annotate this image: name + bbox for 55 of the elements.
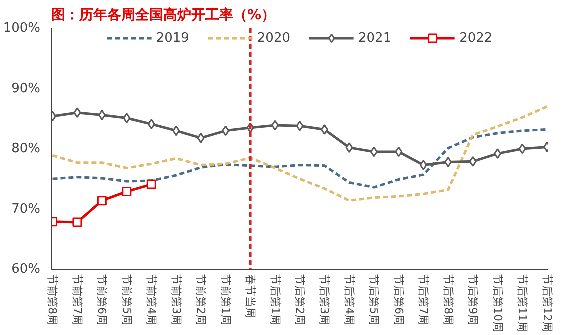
x-tick-label: 节后第6周 [392, 274, 406, 326]
x-tick-label: 节前第2周 [194, 274, 208, 326]
x-tick-label: 节后第5周 [368, 274, 381, 326]
point [320, 124, 328, 135]
point [420, 160, 428, 171]
point [97, 196, 107, 206]
point [370, 146, 378, 158]
x-tick-label: 节后第12周 [540, 274, 554, 332]
y-tick-label: 60% [12, 262, 41, 277]
legend-label: 2020 [257, 30, 290, 46]
line-series [52, 128, 548, 189]
point [172, 126, 180, 136]
point [296, 120, 304, 132]
legend-label: 2022 [460, 30, 493, 46]
point [98, 110, 106, 121]
y-tick-label: 100% [3, 21, 41, 36]
point [346, 142, 354, 154]
x-tick-label: 节后第11周 [516, 274, 530, 332]
line-series [52, 106, 548, 202]
x-tick-label: 节前第6周 [96, 274, 109, 326]
x-tick-label: 春节当周 [244, 274, 258, 318]
x-tick-label: 节后第8周 [442, 274, 455, 326]
point [395, 146, 403, 158]
x-tick-label: 节后第1周 [268, 274, 282, 326]
x-tick-label: 节前第3周 [170, 274, 183, 326]
legend-label: 2019 [156, 30, 190, 46]
point [72, 218, 82, 228]
x-tick-label: 节前第4周 [145, 274, 158, 326]
y-tick-label: 80% [12, 142, 41, 156]
point [146, 180, 156, 190]
x-tick-label: 节前第5周 [120, 274, 134, 326]
point [148, 119, 156, 130]
point [222, 126, 230, 136]
chart-title: 图：历年各周全国高炉开工率（%） [52, 6, 276, 24]
point [123, 113, 131, 124]
point [272, 120, 280, 131]
point [444, 157, 452, 168]
point [122, 187, 132, 197]
x-tick-label: 节后第3周 [318, 274, 332, 326]
x-tick-label: 节后第9周 [466, 274, 480, 326]
x-tick-label: 节后第10周 [491, 274, 504, 332]
point [469, 156, 477, 167]
point [197, 132, 205, 144]
point [74, 108, 82, 118]
x-tick-label: 节后第7周 [417, 274, 430, 326]
y-tick-label: 70% [12, 202, 41, 217]
point [494, 148, 502, 160]
point [518, 144, 526, 154]
x-tick-label: 节后第4周 [342, 274, 356, 326]
x-tick-label: 节后第2周 [294, 274, 306, 326]
y-tick-label: 90% [12, 81, 41, 96]
x-tick-label: 节前第8周 [46, 274, 60, 326]
legend-label: 2021 [358, 30, 392, 46]
x-tick-label: 节前第7周 [70, 274, 84, 326]
x-tick-label: 节前第1周 [219, 274, 232, 326]
